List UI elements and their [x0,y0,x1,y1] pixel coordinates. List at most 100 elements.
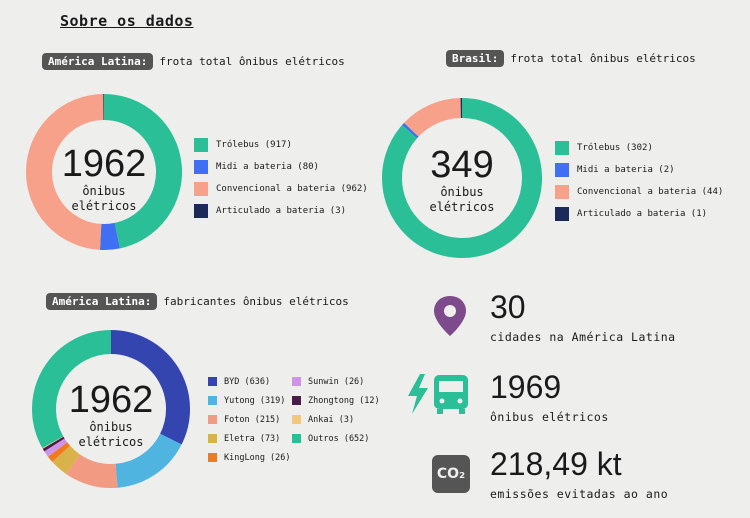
legend-label: Sunwin (26) [308,376,365,387]
donut-center-latam-fleet: 1962 ônibus elétricos [26,144,182,214]
legend-item-convencional-a-bateria: Convencional a bateria (962) [194,182,368,196]
legend-brasil-fleet: Trólebus (302) Midi a bateria (2) Convenci… [555,141,723,221]
legend-label: Zhongtong (12) [308,395,380,406]
legend-item-midi-a-bateria: Midi a bateria (80) [194,160,368,174]
legend-item-byd: BYD (636) [208,372,291,391]
donut-slice-sunwin [44,438,68,457]
donut-slice-byd [110,330,190,445]
center-label-line2: elétricos [78,435,144,449]
donut-chart-latam-manufacturers [32,330,190,488]
donut-slice-convencional-a-bateria [404,98,462,137]
donut-slice-tr-lebus [103,94,182,249]
legend-item-tr-lebus: Trólebus (302) [555,141,723,155]
center-label-line1: ônibus [89,420,133,434]
donut-slice-midi-a-bateria [100,222,120,250]
donut-slice-kinglong [48,442,71,462]
center-number: 1962 [61,143,147,185]
legend-swatch [208,377,217,386]
region-badge: América Latina: [42,53,154,70]
legend-label: Yutong (319) [224,395,286,406]
page-title: Sobre os dados [60,12,194,30]
donut-slice-midi-a-bateria [402,122,419,139]
legend-manufacturers-col1: BYD (636) Yutong (319) Foton (215) Eletra (… [208,372,291,467]
donut-slice-zhongtong [42,436,65,452]
stat-buses-number: 1969 [490,369,562,405]
legend-swatch [292,415,301,424]
legend-label: KingLong (26) [224,452,291,463]
legend-item-foton: Foton (215) [208,410,291,429]
legend-item-zhongtong: Zhongtong (12) [292,391,380,410]
center-label-line2: elétricos [429,200,495,214]
panel-header-brasil-fleet: Brasil: frota total ônibus elétricos [446,50,696,67]
legend-swatch [292,396,301,405]
legend-item-sunwin: Sunwin (26) [292,372,380,391]
legend-label: Articulado a bateria (1) [577,209,708,219]
legend-swatch [208,434,217,443]
donut-center-latam-manufacturers: 1962 ônibus elétricos [32,380,190,450]
center-label-line2: elétricos [71,199,137,213]
legend-swatch [555,185,569,199]
co2-icon: CO₂ [432,455,470,493]
legend-label: Outros (652) [308,433,370,444]
donut-chart-latam-fleet [26,94,182,250]
stat-emissions-label: emissões evitadas ao ano [490,487,669,501]
center-number: 349 [430,144,494,186]
legend-label: Articulado a bateria (3) [216,206,347,216]
legend-item-yutong: Yutong (319) [208,391,291,410]
legend-label: Convencional a bateria (962) [216,184,368,194]
donut-slice-foton [66,453,118,488]
legend-swatch [292,377,301,386]
legend-item-outros: Outros (652) [292,429,380,448]
legend-item-ankai: Ankai (3) [292,410,380,429]
panel-heading: frota total ônibus elétricos [159,55,345,68]
legend-swatch [208,396,217,405]
legend-label: Trólebus (302) [577,143,653,153]
legend-item-kinglong: KingLong (26) [208,448,291,467]
legend-swatch [194,204,208,218]
panel-header-latam-fleet: América Latina: frota total ônibus elétr… [42,53,345,70]
legend-label: Eletra (73) [224,433,281,444]
stat-cities-number: 30 [490,289,526,325]
legend-item-convencional-a-bateria: Convencional a bateria (44) [555,185,723,199]
legend-swatch [555,207,569,221]
legend-label: Trólebus (917) [216,140,292,150]
legend-latam-fleet: Trólebus (917) Midi a bateria (80) Convenc… [194,138,368,218]
legend-manufacturers-col2: Sunwin (26) Zhongtong (12) Ankai (3) Outros… [292,372,380,448]
stat-emissions-number: 218,49 kt [490,446,622,482]
legend-swatch [194,182,208,196]
legend-label: Ankai (3) [308,414,355,425]
region-badge: América Latina: [46,293,158,310]
panel-heading: fabricantes ônibus elétricos [163,295,349,308]
legend-swatch [555,141,569,155]
donut-chart-brasil-fleet [382,98,542,258]
legend-swatch [208,453,217,462]
legend-label: Midi a bateria (2) [577,165,675,175]
legend-label: BYD (636) [224,376,271,387]
stat-cities-label: cidades na América Latina [490,330,676,344]
co2-icon-text: CO₂ [436,466,466,482]
donut-slice-eletra [52,445,80,474]
center-number: 1962 [68,379,154,421]
legend-item-eletra: Eletra (73) [208,429,291,448]
legend-swatch [194,138,208,152]
donut-slice-convencional-a-bateria [26,94,104,250]
legend-swatch [555,163,569,177]
stat-buses-label: ônibus elétricos [490,410,609,424]
legend-item-articulado-a-bateria: Articulado a bateria (1) [555,207,723,221]
region-badge: Brasil: [446,50,505,67]
donut-center-brasil-fleet: 349 ônibus elétricos [382,145,542,215]
legend-item-articulado-a-bateria: Articulado a bateria (3) [194,204,368,218]
panel-heading: frota total ônibus elétricos [510,52,696,65]
location-pin-icon [430,294,470,342]
legend-swatch [208,415,217,424]
donut-slice-outros [32,330,112,449]
legend-swatch [292,434,301,443]
donut-slice-tr-lebus [382,98,542,258]
center-label-line1: ônibus [82,184,126,198]
legend-label: Midi a bateria (80) [216,162,319,172]
legend-label: Foton (215) [224,414,281,425]
electric-bus-icon [406,372,472,420]
donut-slice-yutong [115,433,182,488]
legend-label: Convencional a bateria (44) [577,187,724,197]
legend-item-midi-a-bateria: Midi a bateria (2) [555,163,723,177]
